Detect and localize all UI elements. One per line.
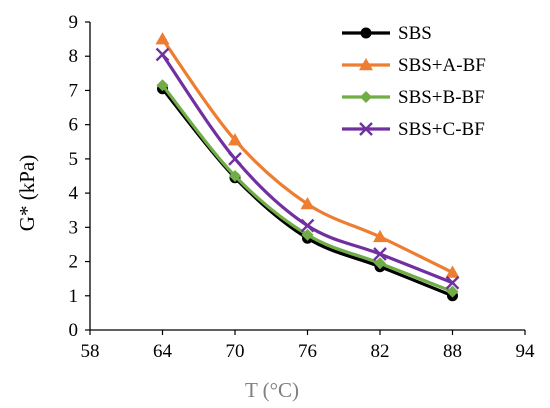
data-point [300,218,315,233]
cross-stroke [445,275,460,290]
data-point [373,247,387,261]
series-line [161,53,454,285]
legend-item: SBS [342,23,432,44]
axes: 0 1 2 3 4 5 6 7 8 9 58 64 70 76 82 88 94 [69,12,536,362]
y-tick-label: 3 [69,217,79,238]
legend-label: SBS+C-BF [398,119,485,140]
y-tick-label: 0 [69,320,79,341]
series [155,47,460,290]
x-tick-label: 88 [443,341,462,362]
legend-item: SBS+A-BF [342,55,486,76]
cross-stroke [373,247,387,261]
x-tick-label: 76 [298,341,317,362]
x-tick-label: 82 [371,341,390,362]
y-tick-label: 7 [69,80,79,101]
series-line [161,84,454,294]
y-tick-label: 9 [69,12,79,33]
data-point [228,152,242,166]
data-point [156,79,169,92]
y-tick-label: 8 [69,46,79,67]
data-point [445,265,460,278]
series [156,79,459,298]
data-point [446,285,459,298]
data-point [359,122,373,136]
y-tick-label: 2 [69,252,79,273]
series-line [161,38,454,274]
x-axis-title: T (°C) [245,378,299,402]
series [155,32,460,278]
data-point [445,275,460,290]
legend-item: SBS+C-BF [342,119,485,140]
y-tick-label: 5 [69,149,79,170]
data-point [360,91,372,103]
x-tick-label: 58 [81,341,100,362]
cross-stroke [300,218,315,233]
x-tick-label: 94 [516,341,536,362]
series-layer [155,32,460,302]
data-point [359,58,373,71]
cross-stroke [228,152,242,166]
data-point [360,27,372,39]
cross-stroke [359,122,373,136]
data-point [374,257,386,270]
x-tick-label: 70 [226,341,245,362]
legend-label: SBS [398,23,432,44]
x-tick-label: 64 [153,341,173,362]
y-tick-label: 6 [69,115,79,136]
data-point [228,133,242,146]
data-point [373,229,387,243]
legend-label: SBS+B-BF [398,87,485,108]
data-point [301,228,314,241]
data-point [229,170,241,182]
legend-label: SBS+A-BF [398,55,486,76]
y-tick-label: 1 [69,286,79,307]
cross-stroke [155,47,170,62]
y-tick-label: 4 [69,183,79,204]
data-point [155,47,170,62]
y-axis-title: G* (kPa) [15,155,39,231]
data-point [155,32,170,45]
legend-item: SBS+B-BF [342,87,485,108]
data-point [300,197,315,210]
legend: SBS SBS+A-BF SBS+B-BF SBS+C-BF [342,23,486,140]
